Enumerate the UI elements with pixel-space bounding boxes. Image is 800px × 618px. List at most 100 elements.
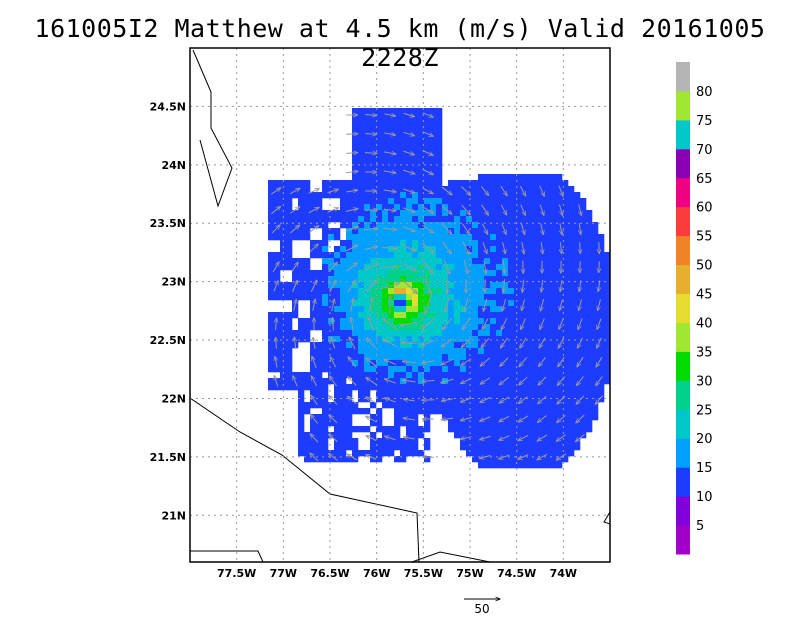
wind-speed-cell [364,108,371,115]
wind-speed-cell [352,318,359,325]
wind-speed-cell [286,354,293,361]
wind-speed-cell [490,264,497,271]
wind-speed-cell [382,318,389,325]
wind-speed-cell [364,366,371,373]
wind-speed-cell [484,180,491,187]
wind-speed-cell [478,372,485,379]
wind-speed-cell [280,264,287,271]
wind-speed-cell [316,246,323,253]
wind-vector [309,244,318,253]
wind-speed-cell [442,390,449,397]
y-tick-label: 21N [161,509,186,522]
wind-speed-cell [550,228,557,235]
wind-speed-cell [514,384,521,391]
wind-speed-cell [268,312,275,319]
wind-speed-cell [490,408,497,415]
wind-speed-cell [496,318,503,325]
wind-speed-cell [376,414,383,421]
wind-speed-cell [532,330,539,337]
wind-speed-cell [424,294,431,301]
wind-speed-cell [406,426,413,433]
wind-speed-cell [424,414,431,421]
wind-vector [402,169,415,174]
wind-speed-cell [538,384,545,391]
wind-speed-cell [544,318,551,325]
wind-speed-cell [562,438,569,445]
wind-speed-cell [334,318,341,325]
wind-vector [421,242,434,253]
wind-speed-cell [604,270,610,277]
wind-speed-cell [280,312,287,319]
wind-speed-cell [400,300,407,307]
wind-vector [311,376,318,387]
wind-speed-cell [478,228,485,235]
wind-speed-cell [550,354,557,361]
wind-speed-cell [496,216,503,223]
wind-speed-cell [508,186,515,193]
wind-speed-cell [436,186,443,193]
wind-speed-cell [604,366,610,373]
wind-speed-cell [358,324,365,331]
wind-speed-cell [562,192,569,199]
wind-speed-cell [394,180,401,187]
wind-speed-cell [376,348,383,355]
wind-vector [561,242,562,254]
wind-speed-cell [574,270,581,277]
wind-speed-cell [400,288,407,295]
wind-speed-cell [406,258,413,265]
wind-speed-cell [580,336,587,343]
wind-speed-cell [574,300,581,307]
wind-speed-cell [268,282,275,289]
wind-speed-cell [550,216,557,223]
wind-speed-cell [490,216,497,223]
wind-speed-cell [340,360,347,367]
wind-speed-cell [412,282,419,289]
wind-speed-cell [334,330,341,337]
wind-speed-cell [328,402,335,409]
wind-speed-cell [286,378,293,385]
wind-speed-cell [574,240,581,247]
wind-speed-cell [436,390,443,397]
wind-vector [272,262,279,273]
wind-vector [485,279,486,292]
wind-speed-cell [442,204,449,211]
wind-speed-cell [370,258,377,265]
wind-speed-cell [568,354,575,361]
wind-speed-cell [394,108,401,115]
wind-speed-cell [514,312,521,319]
wind-speed-cell [514,300,521,307]
wind-speed-cell [388,438,395,445]
wind-speed-cell [394,354,401,361]
wind-speed-cell [424,252,431,259]
wind-speed-cell [532,342,539,349]
wind-speed-cell [550,204,557,211]
wind-speed-cell [418,306,425,313]
wind-speed-cell [448,180,455,187]
wind-speed-cell [430,396,437,403]
wind-speed-cell [406,156,413,163]
wind-speed-cell [490,258,497,265]
wind-vector [328,262,338,273]
wind-speed-cell [346,210,353,217]
wind-speed-cell [364,312,371,319]
wind-speed-cell [358,138,365,145]
wind-speed-cell [508,360,515,367]
wind-speed-cell [568,186,575,193]
wind-speed-cell [286,204,293,211]
wind-speed-cell [472,270,479,277]
wind-speed-cell [436,402,443,409]
wind-speed-cell [550,276,557,283]
wind-speed-cell [556,186,563,193]
wind-vector [383,190,396,192]
wind-speed-cell [514,336,521,343]
wind-speed-cell [592,366,599,373]
wind-speed-cell [376,228,383,235]
wind-speed-cell [580,384,587,391]
wind-speed-cell [598,234,605,241]
wind-vector [501,317,508,330]
wind-speed-cell [562,420,569,427]
wind-speed-cell [388,228,395,235]
wind-speed-cell [304,402,311,409]
wind-speed-cell [532,300,539,307]
wind-speed-cell [466,186,473,193]
